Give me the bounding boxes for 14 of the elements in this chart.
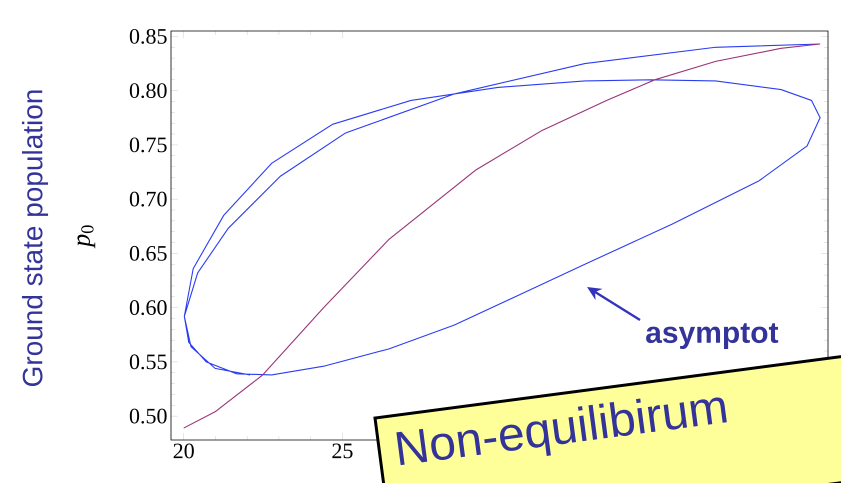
y-axis-title: p$_{0}$ [77, 225, 96, 248]
y-tick-label: 0.50 [130, 408, 167, 424]
annotation: Non-equilibirum [396, 397, 727, 466]
y-tick-label: 0.75 [130, 137, 167, 152]
x-tick-label: 25 [332, 444, 353, 458]
x-tick-label: 20 [174, 444, 194, 458]
text: Ground state population [22, 90, 48, 386]
y-tick-label: 0.85 [130, 28, 167, 44]
y-tick-label: 0.70 [130, 192, 167, 207]
y-tick-label: 0.55 [130, 354, 167, 370]
y-tick-label: 0.80 [130, 83, 167, 98]
y-tick-label: 0.65 [130, 246, 167, 261]
annotation: asymptot [646, 323, 778, 349]
y-tick-label: 0.60 [130, 300, 167, 316]
